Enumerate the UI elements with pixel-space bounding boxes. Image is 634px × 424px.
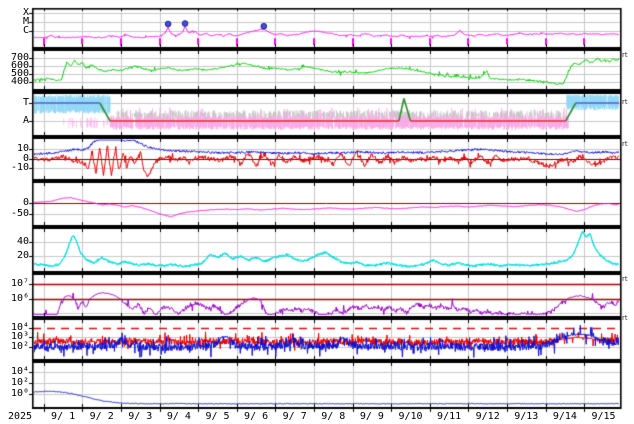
- ytick-low_energy-10²: 10²: [10, 376, 29, 388]
- xtick-day-6: 9/ 6: [244, 411, 269, 422]
- xtick-day-2: 9/ 2: [89, 411, 114, 422]
- ytick-electrons-10³: 10³: [10, 331, 29, 343]
- realtime-marker-speed: rt: [622, 51, 628, 59]
- ytick-electrons-10²: 10²: [10, 340, 29, 352]
- xtick-day-14: 9/14: [552, 411, 577, 422]
- xtick-day-1: 9/ 1: [51, 411, 76, 422]
- ytick-electrons-10⁴: 10⁴: [10, 322, 29, 333]
- realtime-marker-sector: rt: [622, 98, 628, 106]
- ytick-low_energy-10⁴: 10⁴: [10, 365, 29, 377]
- realtime-marker-imf: rt: [622, 140, 628, 148]
- xtick-day-7: 9/ 7: [282, 411, 307, 422]
- ytick-xray-C: C: [22, 25, 29, 36]
- ytick-imf-0: 0: [22, 152, 29, 164]
- xtick-day-10: 9/10: [398, 411, 423, 422]
- ytick-sector-T: T: [22, 97, 29, 108]
- ytick-xray-X: X: [22, 6, 29, 18]
- xtick-day-15: 9/15: [591, 411, 616, 422]
- ytick-low_energy-10⁰: 10⁰: [10, 388, 29, 399]
- xtick-day-4: 9/ 4: [166, 411, 191, 422]
- xtick-day-5: 9/ 5: [205, 411, 230, 422]
- xtick-day-3: 9/ 3: [128, 411, 153, 422]
- ytick-sector-A: A: [22, 115, 29, 126]
- ytick-protons-10⁶: 10⁶: [10, 292, 29, 304]
- realtime-marker-electrons: rt: [622, 314, 628, 322]
- xtick-day-12: 9/12: [475, 411, 500, 422]
- ytick-dst--50: -50: [10, 208, 29, 219]
- ytick-imf--10: -10: [10, 162, 29, 173]
- xtick-day-13: 9/13: [514, 411, 539, 422]
- xtick-day-8: 9/ 8: [321, 411, 346, 422]
- ytick-speed-500: 500: [10, 68, 29, 79]
- ytick-density-20: 20: [16, 250, 29, 261]
- ytick-protons-10⁷: 10⁷: [10, 278, 29, 289]
- ytick-speed-700: 700: [10, 52, 29, 63]
- xtick-day-9: 9/ 9: [359, 411, 384, 422]
- realtime-marker-protons: rt: [622, 275, 628, 283]
- ytick-speed-400: 400: [10, 76, 29, 87]
- ytick-dst-0: 0: [22, 197, 29, 208]
- ytick-xray-M: M: [22, 15, 29, 27]
- ytick-imf-10: 10: [16, 143, 29, 154]
- xtick-day-11: 9/11: [437, 411, 462, 422]
- ytick-density-40: 40: [16, 236, 29, 247]
- year-label: 2025: [7, 411, 33, 422]
- ytick-speed-600: 600: [10, 60, 29, 71]
